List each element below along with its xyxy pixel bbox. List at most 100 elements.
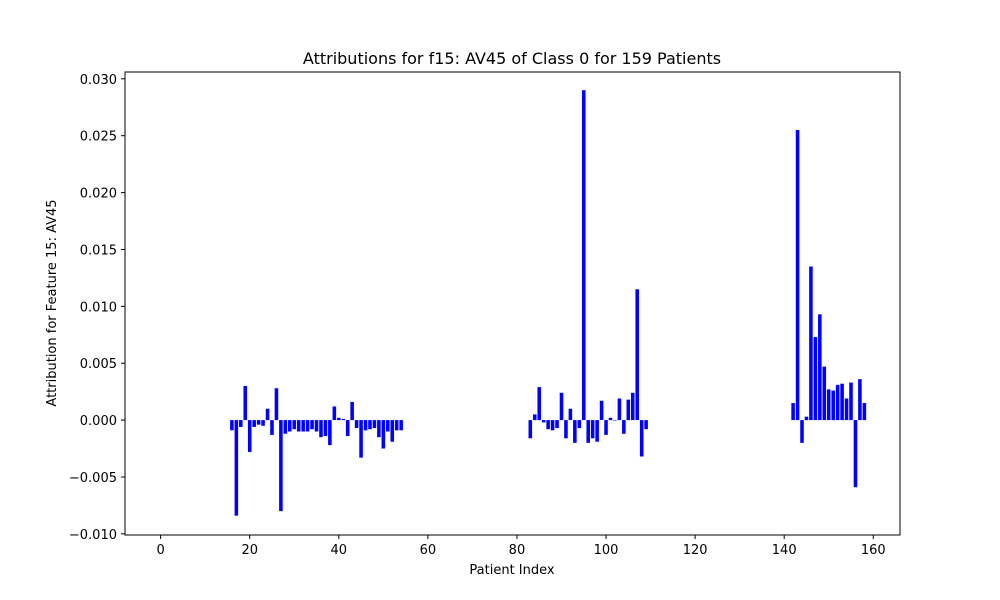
bar [296,420,301,432]
bar [341,418,346,421]
y-tick-label: 0.030 [80,73,117,88]
bar [230,420,234,431]
bar [813,337,818,421]
bar [368,420,372,430]
y-tick-label: 0.020 [80,187,117,202]
x-tick-label: 100 [594,543,619,558]
bar [604,420,608,435]
bar [279,420,283,512]
bar [577,420,582,429]
bar [858,379,862,421]
bar [234,420,239,516]
bar [541,420,546,423]
bar [635,289,639,421]
bar [239,420,243,427]
bar [791,403,795,421]
bar [372,420,377,429]
bar [809,266,813,421]
bar [399,420,403,431]
plot-frame [124,71,901,536]
y-tick-label: 0.005 [80,357,117,372]
bar [613,420,617,421]
chart-title: Attributions for f15: AV45 of Class 0 fo… [303,49,721,68]
x-axis-label: Patient Index [469,563,554,578]
bar [377,420,381,438]
bars-group [230,90,867,516]
bar [319,420,323,438]
bar [608,417,613,421]
y-axis: −0.010 −0.005 0.000 0.005 0.010 0.015 0.020 0.0… [69,73,125,543]
x-tick-label: 120 [683,543,708,558]
bar [617,398,622,421]
bar [835,384,840,421]
bar [862,403,867,421]
bar [528,420,533,439]
bar [532,414,537,421]
bar [537,387,541,421]
bar [840,383,844,421]
x-tick-label: 20 [241,543,258,558]
bar [337,417,341,421]
bar [381,420,386,449]
y-tick-label: −0.005 [69,471,117,486]
bar [292,420,297,430]
bar [247,420,252,452]
bar [818,314,822,421]
bar [795,130,800,421]
bar [630,392,635,421]
bar [328,420,332,446]
bar [581,90,586,421]
y-tick-label: 0.015 [80,243,117,258]
bar [831,390,835,421]
bar [639,420,644,457]
bar [363,420,368,431]
bar [288,420,292,432]
x-tick-label: 140 [772,543,797,558]
bar [573,420,577,443]
bar [849,382,853,421]
y-tick-label: 0.010 [80,300,117,315]
x-axis: 0 20 40 60 80 100 120 140 160 [156,535,886,558]
x-tick-label: 60 [420,543,437,558]
bar [359,420,363,458]
bar [394,420,399,431]
bar [350,401,354,421]
bar [626,399,631,421]
bar [559,392,564,421]
bar [595,420,599,442]
bar [390,420,395,442]
bar [256,420,261,425]
bar [599,400,604,421]
bar [274,388,279,421]
bar [550,420,555,431]
bar [555,420,559,429]
bar [822,366,827,421]
bar [310,420,314,430]
bar [332,406,337,421]
x-tick-label: 40 [331,543,348,558]
bar [323,420,328,437]
bar [386,420,390,432]
bar [568,408,573,421]
bar [354,420,359,429]
bar [622,420,626,434]
y-tick-label: 0.000 [80,414,117,429]
bar [270,420,274,435]
bar [243,385,248,421]
x-tick-label: 80 [509,543,526,558]
bar [590,420,595,439]
y-tick-label: −0.010 [69,528,117,543]
x-tick-label: 160 [861,543,886,558]
x-tick-label: 0 [156,543,164,558]
bar [800,420,804,443]
y-tick-label: 0.025 [80,130,117,145]
bar [314,420,319,432]
y-axis-label: Attribution for Feature 15: AV45 [45,199,60,406]
bar [301,420,305,432]
bar [265,408,270,421]
bar [853,420,858,488]
bar [586,420,590,443]
bar [826,389,831,421]
bar [252,420,256,427]
